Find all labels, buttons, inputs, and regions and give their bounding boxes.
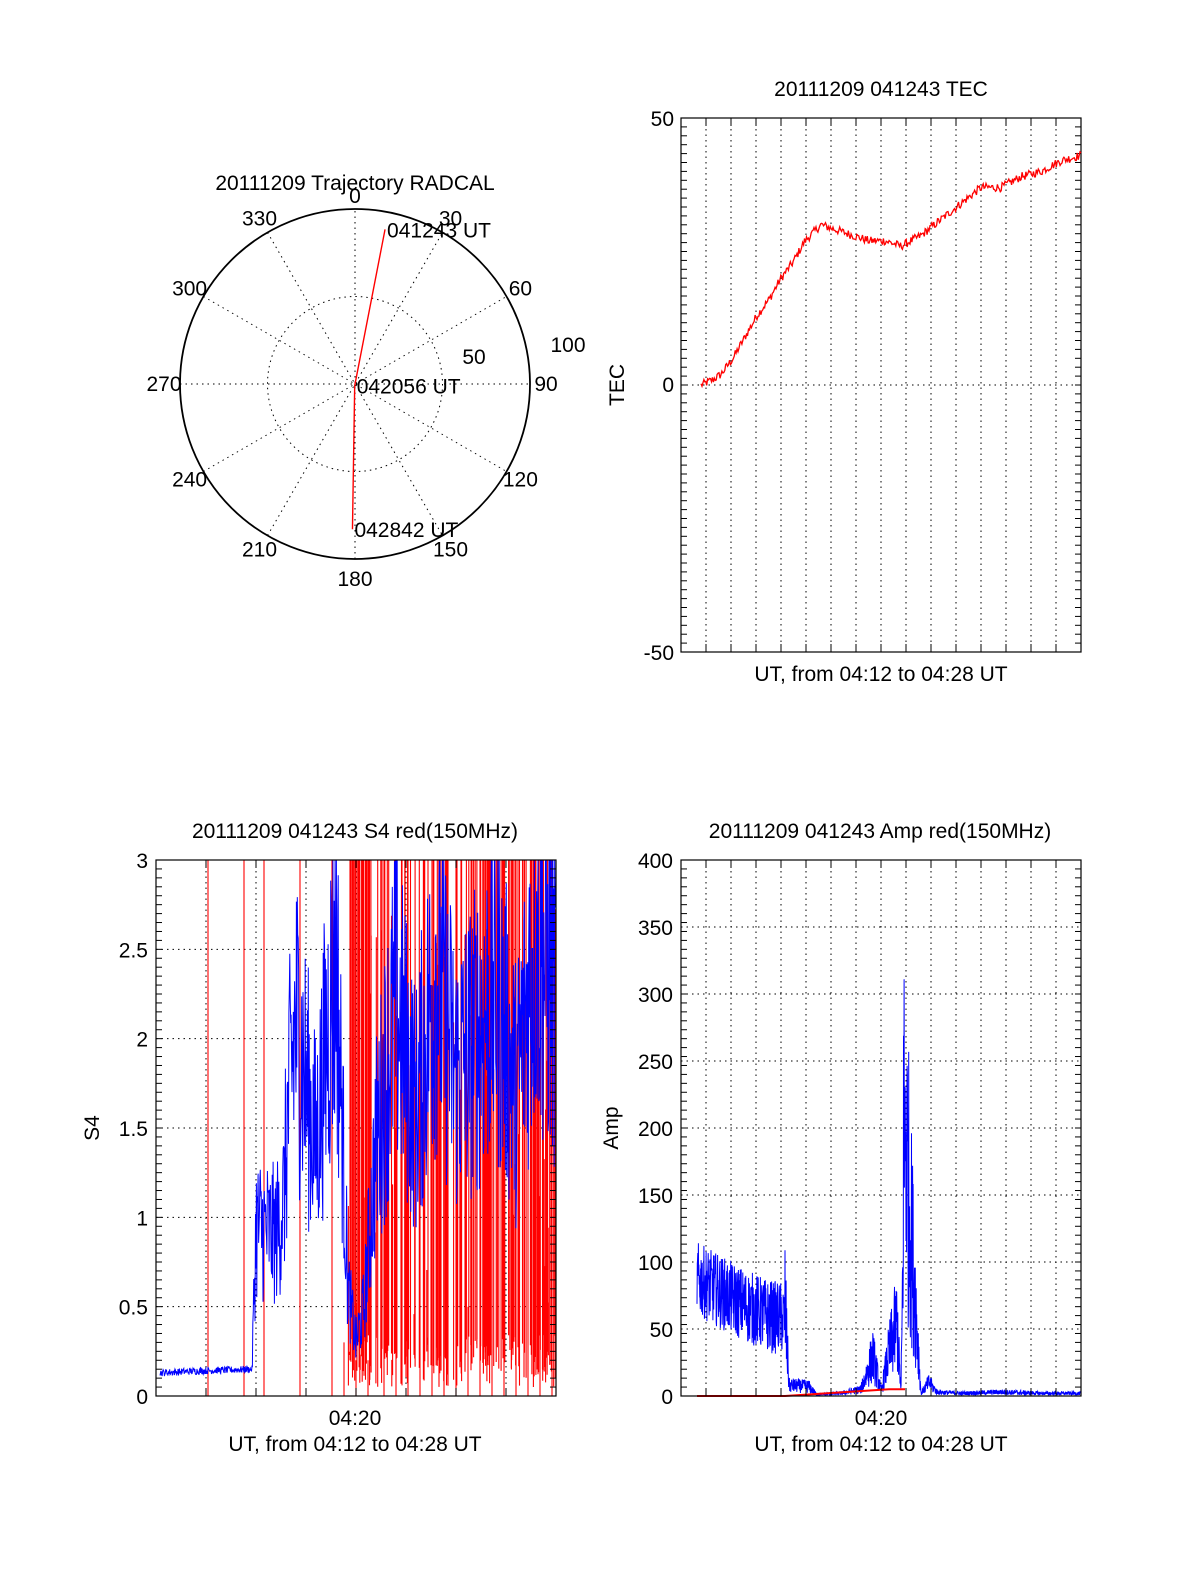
s4-series-red (207, 860, 557, 1396)
s4-ytick-label: 1 (136, 1207, 148, 1230)
tec-series-red (700, 150, 1082, 389)
amp-minor-ticks (681, 860, 1081, 1396)
tec-grid (681, 118, 1081, 652)
polar-azimuth-labels: 0 30 60 90 120 150 180 210 240 270 300 330 (146, 185, 557, 591)
polar-spoke (267, 232, 443, 536)
tec-chart: 20111209 041243 TEC 50 0 -50 UT, from 04… (606, 78, 1082, 686)
amp-ytick-label: 250 (638, 1051, 673, 1074)
tec-ytick-minus50: -50 (644, 642, 674, 665)
amp-ytick-label: 0 (661, 1386, 673, 1409)
s4-chart: 20111209 041243 S4 red(150MHz) 0 0.5 1 1.5 2… (81, 820, 557, 1456)
polar-azimuth-label: 270 (146, 373, 181, 396)
s4-series-blue (159, 859, 557, 1377)
s4-ytick-label: 3 (136, 850, 148, 873)
polar-time-label: 041243 UT (387, 219, 491, 242)
polar-inner-ring (267, 296, 443, 472)
s4-series (159, 859, 557, 1396)
amp-xtick-0420: 04:20 (855, 1407, 908, 1430)
amp-series-blue (696, 979, 1082, 1397)
polar-time-label: 042056 UT (357, 376, 461, 399)
amp-title: 20111209 041243 Amp red(150MHz) (709, 820, 1051, 843)
s4-title: 20111209 041243 S4 red(150MHz) (192, 820, 518, 843)
tec-xlabel: UT, from 04:12 to 04:28 UT (754, 663, 1007, 686)
amp-series (696, 979, 1082, 1397)
polar-azimuth-label: 60 (509, 278, 532, 301)
amp-ytick-labels: 0 50 100 150 200 250 300 350 400 (638, 850, 673, 1409)
tec-frame (680, 117, 1082, 653)
tec-ytick-0: 0 (662, 374, 674, 397)
amp-ylabel: Amp (600, 1106, 623, 1149)
s4-ytick-label: 0.5 (119, 1297, 148, 1320)
s4-ytick-label: 1.5 (119, 1118, 148, 1141)
amp-ytick-label: 150 (638, 1185, 673, 1208)
s4-ytick-label: 2.5 (119, 939, 148, 962)
polar-time-label: 042842 UT (354, 519, 458, 542)
polar-radius-label-50: 50 (462, 346, 485, 369)
polar-title: 20111209 Trajectory RADCAL (215, 172, 494, 195)
polar-azimuth-label: 330 (242, 208, 277, 231)
polar-azimuth-label: 180 (337, 568, 372, 591)
amp-ytick-label: 350 (638, 917, 673, 940)
polar-trajectory-track: 041243 UT 042056 UT 042842 UT (351, 219, 491, 542)
polar-azimuth-label: 0 (349, 185, 361, 208)
polar-azimuth-label: 300 (172, 278, 207, 301)
polar-spoke (203, 296, 507, 472)
s4-ylabel: S4 (81, 1115, 104, 1141)
amp-ytick-label: 50 (650, 1319, 673, 1342)
s4-xtick-0420: 04:20 (329, 1407, 382, 1430)
polar-trajectory-chart: 20111209 Trajectory RADCAL 0 30 60 90 120 150… (146, 172, 585, 591)
polar-azimuth-label: 30 (439, 208, 462, 231)
polar-trajectory-line (351, 229, 386, 530)
amp-ytick-label: 400 (638, 850, 673, 873)
amp-xlabel: UT, from 04:12 to 04:28 UT (754, 1433, 1007, 1456)
amp-ytick-label: 100 (638, 1252, 673, 1275)
amp-series-red (697, 1388, 905, 1397)
tec-ylabel: TEC (606, 364, 629, 406)
s4-ytick-labels: 0 0.5 1 1.5 2 2.5 3 (119, 850, 148, 1409)
s4-ytick-label: 0 (136, 1386, 148, 1409)
s4-xlabel: UT, from 04:12 to 04:28 UT (228, 1433, 481, 1456)
polar-azimuth-label: 150 (433, 538, 468, 561)
polar-spoke (203, 296, 507, 472)
polar-azimuth-label: 210 (242, 538, 277, 561)
polar-azimuth-label: 240 (172, 469, 207, 492)
s4-minor-ticks (156, 860, 556, 1396)
s4-ytick-label: 2 (136, 1029, 148, 1052)
amp-ytick-label: 300 (638, 984, 673, 1007)
polar-azimuth-label: 120 (503, 469, 538, 492)
tec-title: 20111209 041243 TEC (774, 78, 988, 101)
polar-spoke (267, 232, 443, 536)
amp-chart: 20111209 041243 Amp red(150MHz) 0 50 100 15… (600, 820, 1082, 1456)
polar-spokes (180, 209, 530, 559)
polar-radius-label-100: 100 (550, 334, 585, 357)
polar-azimuth-label: 90 (534, 373, 557, 396)
amp-ytick-label: 200 (638, 1118, 673, 1141)
tec-minor-ticks (681, 118, 1081, 652)
tec-ytick-50: 50 (651, 108, 674, 131)
